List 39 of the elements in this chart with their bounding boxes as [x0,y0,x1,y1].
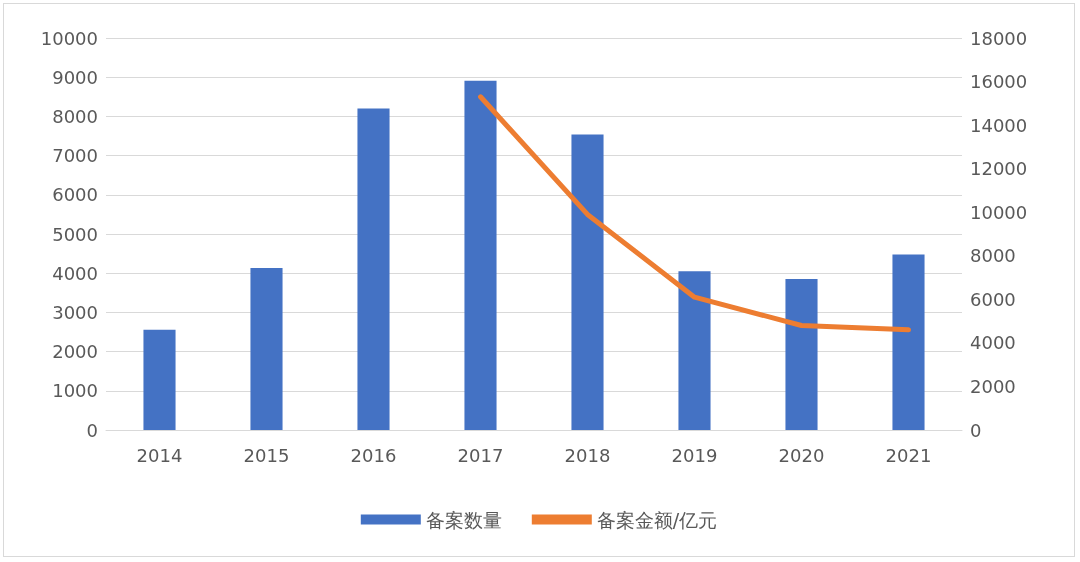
x-tick-label: 2016 [350,444,397,466]
y2-tick-label: 0 [970,419,982,441]
bar [357,108,390,430]
y2-tick-label: 14000 [970,114,1028,136]
bar [571,134,604,430]
y2-tick-label: 6000 [970,288,1016,310]
y2-tick-label: 18000 [970,27,1028,49]
y-tick-label: 5000 [52,223,98,245]
y-tick-label: 8000 [52,105,98,127]
x-tick-label: 2018 [564,444,611,466]
y2-tick-label: 4000 [970,332,1016,354]
bar [143,329,176,430]
y-tick-label: 1000 [52,380,98,402]
y-tick-label: 10000 [40,27,98,49]
x-tick-label: 2017 [457,444,504,466]
x-tick-label: 2014 [136,444,183,466]
bar [892,254,925,430]
x-tick-label: 2020 [778,444,825,466]
y-tick-label: 2000 [52,341,98,363]
y2-tick-label: 8000 [970,245,1016,267]
y-tick-label: 0 [86,419,98,441]
y-tick-label: 7000 [52,145,98,167]
x-tick-label: 2015 [243,444,290,466]
y2-tick-label: 12000 [970,158,1028,180]
x-tick-label: 2021 [885,444,932,466]
y-tick-label: 3000 [52,301,98,323]
bar [464,80,497,430]
bar [785,279,818,430]
bar [678,271,711,430]
y-tick-label: 6000 [52,184,98,206]
legend-label: 备案数量 [425,508,502,531]
y2-tick-label: 2000 [970,375,1016,397]
y2-tick-label: 16000 [970,71,1028,93]
legend-label: 备案金额/亿元 [596,508,718,531]
x-tick-label: 2019 [671,444,718,466]
y2-tick-label: 10000 [970,201,1028,223]
bar [250,268,283,430]
y-tick-label: 9000 [52,66,98,88]
y-tick-label: 4000 [52,262,98,284]
